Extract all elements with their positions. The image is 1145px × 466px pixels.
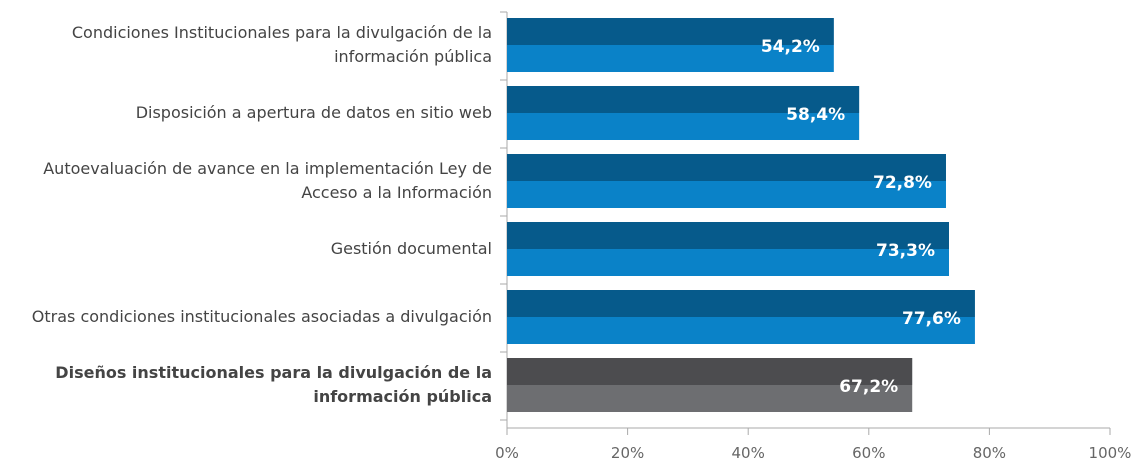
category-label: Otras condiciones institucionales asocia… [31, 307, 492, 326]
x-tick-label: 60% [852, 444, 886, 462]
value-label: 73,3% [876, 241, 935, 261]
category-label: Disposición a apertura de datos en sitio… [135, 103, 492, 122]
x-tick-label: 0% [495, 444, 519, 462]
category-label: Autoevaluación de avance en la implement… [43, 159, 492, 202]
bar-shade [507, 86, 860, 113]
category-label: Gestión documental [330, 239, 492, 258]
x-tick-label: 20% [610, 444, 645, 462]
bar [507, 86, 860, 140]
bar-shade [507, 290, 975, 317]
value-label: 72,8% [873, 173, 932, 193]
bar-shade [507, 222, 949, 249]
bar-shade [507, 358, 913, 385]
bar-shade [507, 154, 946, 181]
x-tick-label: 100% [1088, 444, 1132, 462]
bar [507, 290, 975, 344]
x-tick-label: 80% [972, 444, 1007, 462]
category-label: Diseños institucionales para la divulgac… [55, 363, 492, 406]
value-label: 77,6% [902, 309, 961, 329]
x-tick-label: 40% [731, 444, 765, 462]
category-label: Condiciones Institucionales para la divu… [71, 23, 492, 66]
bar-shade [507, 18, 834, 45]
value-label: 58,4% [786, 105, 845, 125]
bar [507, 358, 913, 412]
bar [507, 18, 834, 72]
value-label: 67,2% [839, 377, 898, 397]
bar [507, 154, 946, 208]
bar [507, 222, 949, 276]
value-label: 54,2% [761, 37, 820, 57]
